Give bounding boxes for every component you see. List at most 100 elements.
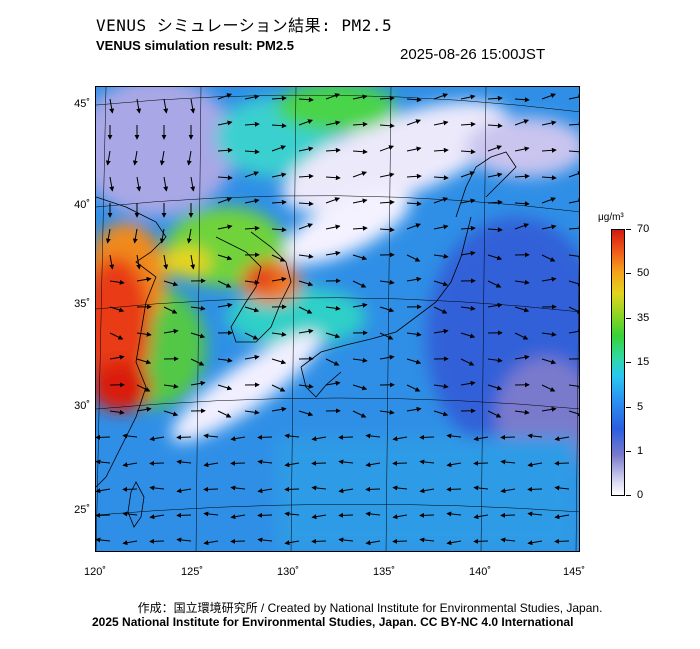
colorbar-label-15: 15 — [637, 356, 650, 368]
wind-arrow — [203, 462, 219, 468]
wind-arrow — [217, 197, 232, 204]
wind-arrow — [541, 224, 557, 230]
wind-arrow — [460, 358, 475, 366]
wind-arrow — [568, 306, 579, 314]
wind-arrow — [298, 223, 313, 230]
wind-arrow — [338, 434, 354, 440]
wind-arrow — [433, 197, 448, 204]
wind-arrow — [149, 514, 165, 520]
wind-arrow — [244, 198, 260, 204]
wind-arrow — [311, 485, 327, 491]
wind-arrow — [325, 224, 341, 230]
wind-arrow — [473, 538, 489, 544]
wind-arrow — [487, 357, 503, 363]
wind-arrow — [271, 384, 286, 392]
wind-arrow — [298, 146, 314, 152]
wind-arrow — [433, 383, 449, 389]
wind-arrow — [352, 410, 367, 418]
wind-arrow — [257, 537, 273, 543]
wind-arrow — [473, 460, 489, 466]
wind-arrow — [460, 332, 476, 339]
colorbar-scale — [611, 229, 625, 496]
wind-arrow — [298, 201, 314, 207]
wind-arrow — [284, 462, 300, 468]
wind-arrow — [149, 538, 165, 544]
wind-arrow — [379, 199, 395, 205]
wind-arrow — [109, 98, 115, 114]
wind-arrow — [325, 147, 341, 153]
wind-arrow — [217, 254, 233, 261]
wind-arrow — [541, 358, 557, 365]
wind-arrow — [244, 94, 260, 100]
wind-arrow — [325, 93, 340, 100]
wind-arrow — [325, 305, 341, 311]
wind-arrow — [217, 93, 232, 100]
wind-arrow — [541, 175, 557, 181]
wind-arrow — [379, 279, 395, 285]
wind-arrow — [176, 434, 192, 440]
latitude-label-25: 25˚ — [74, 504, 90, 516]
wind-arrow — [96, 434, 111, 440]
wind-arrow — [460, 225, 476, 231]
colorbar-label-1: 1 — [637, 445, 644, 457]
wind-arrow — [568, 198, 579, 204]
wind-arrow — [554, 460, 570, 466]
wind-arrow — [136, 358, 152, 365]
wind-arrow — [325, 250, 341, 256]
wind-arrow — [541, 384, 556, 392]
wind-arrow — [163, 383, 179, 389]
wind-arrow — [122, 486, 138, 492]
wind-arrow — [271, 406, 287, 412]
wind-arrow — [352, 149, 368, 155]
pm25-map-canvas — [96, 87, 579, 551]
wind-arrow — [284, 540, 300, 546]
wind-arrow — [419, 488, 435, 494]
wind-arrow — [406, 173, 422, 179]
wind-arrow — [379, 95, 395, 101]
wind-arrow — [325, 120, 341, 126]
wind-arrow — [379, 306, 395, 313]
wind-arrow — [406, 254, 421, 262]
wind-arrow — [284, 511, 300, 517]
wind-arrow — [217, 280, 232, 288]
wind-arrow — [176, 488, 192, 494]
wind-arrow — [271, 276, 287, 282]
wind-arrow — [527, 511, 543, 517]
wind-arrow — [325, 380, 341, 386]
wind-arrow — [244, 121, 260, 127]
wind-arrow — [190, 332, 206, 339]
wind-arrow — [352, 357, 368, 363]
wind-arrow — [527, 486, 543, 492]
wind-arrow — [190, 98, 196, 114]
wind-arrow — [257, 512, 273, 518]
wind-arrow — [217, 357, 233, 363]
wind-arrow — [365, 486, 381, 492]
longitude-label-135: 135˚ — [372, 566, 396, 578]
wind-arrow — [433, 253, 449, 259]
wind-arrow — [406, 331, 422, 337]
wind-arrow — [365, 511, 381, 517]
wind-arrow — [244, 279, 260, 285]
wind-arrow — [244, 171, 259, 178]
wind-arrow — [190, 305, 206, 311]
wind-arrow — [406, 201, 422, 207]
wind-arrow — [298, 328, 314, 334]
wind-arrow — [568, 225, 579, 231]
wind-arrow — [109, 279, 125, 285]
wind-arrow — [568, 121, 579, 127]
wind-arrow — [460, 121, 476, 127]
wind-arrow — [433, 175, 449, 181]
wind-arrow — [338, 459, 354, 465]
wind-arrow — [487, 280, 502, 288]
wind-arrow — [446, 462, 462, 468]
wind-arrow — [541, 331, 557, 337]
colorbar-tick — [626, 318, 631, 319]
colorbar-tick — [626, 273, 631, 274]
wind-arrow — [298, 119, 313, 126]
wind-arrow — [271, 331, 287, 337]
wind-arrow — [217, 302, 233, 308]
wind-arrow — [338, 512, 354, 518]
wind-arrow — [136, 406, 152, 412]
wind-arrow — [149, 460, 165, 466]
wind-arrow — [433, 120, 449, 126]
